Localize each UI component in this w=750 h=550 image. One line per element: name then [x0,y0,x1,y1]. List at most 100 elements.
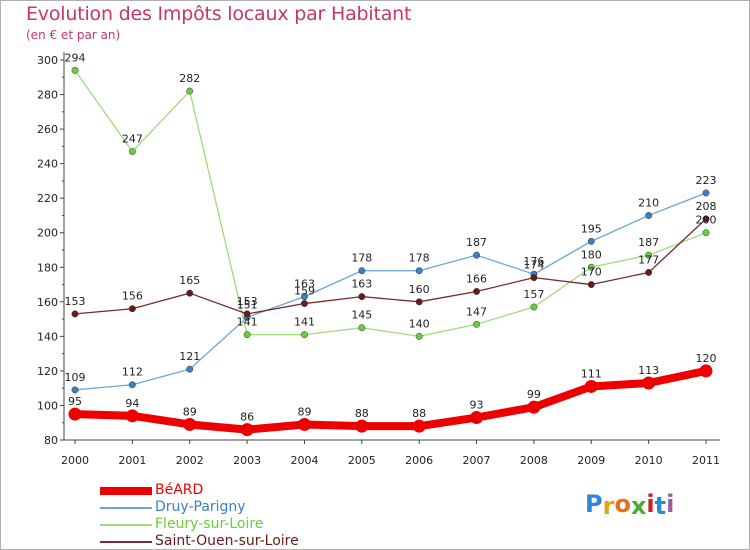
data-label: 160 [409,283,430,296]
y-tick-label: 120 [37,365,58,378]
x-tick-label: 2007 [463,454,491,467]
legend-swatch [100,524,152,526]
y-tick-label: 240 [37,158,58,171]
data-point [527,400,541,414]
data-label: 223 [696,174,717,187]
data-point [128,381,136,389]
logo-letter: t [654,492,667,520]
data-label: 180 [581,248,602,261]
data-point [297,417,311,431]
legend-item: Saint-Ouen-sur-Loire [100,533,360,550]
data-point [702,215,710,223]
data-point [584,379,598,393]
legend-swatch [100,487,152,495]
data-label: 88 [412,407,426,420]
data-label: 165 [179,274,200,287]
data-label: 178 [409,252,430,265]
data-point [358,293,366,301]
data-label: 88 [355,407,369,420]
data-label: 151 [237,298,258,311]
legend-swatch [100,507,152,509]
data-point [358,267,366,275]
legend-label: Druy-Parigny [155,499,246,515]
data-point [128,148,136,155]
data-point [301,293,308,301]
data-label: 145 [351,309,372,322]
y-tick-label: 280 [37,89,58,102]
data-point [412,419,426,433]
data-label: 282 [179,72,200,85]
data-label: 113 [638,364,659,377]
data-label: 187 [466,236,487,249]
y-tick-label: 260 [37,123,58,136]
logo-letter: i [646,490,655,518]
data-label: 121 [179,350,200,363]
series-markers [68,66,713,437]
data-point [415,332,423,340]
series-line-0 [71,366,710,434]
data-point [71,66,79,74]
data-point [645,251,653,259]
data-point [358,324,366,332]
series-line-2 [74,69,707,338]
y-tick-label: 220 [37,192,58,205]
data-label: 153 [237,295,258,308]
legend-item: Fleury-sur-Loire [100,516,360,533]
data-point [355,419,369,433]
data-label: 200 [696,214,717,227]
data-label: 166 [466,272,487,285]
data-point [301,331,308,339]
data-point [71,386,79,394]
chart-axes: 80 100 120 140 160 180 200 220 240 260 280 300 2000 2… [37,52,720,467]
chart-subtitle: (en € et par an) [26,28,121,42]
x-tick-label: 2010 [635,454,663,467]
data-point [702,189,710,197]
y-tick-label: 180 [37,261,58,274]
data-point [183,417,197,431]
data-point [186,289,194,297]
data-point [530,274,538,282]
data-point [415,267,423,275]
data-label: 141 [294,316,315,329]
series-line-1 [74,192,707,391]
data-label: 111 [581,367,602,380]
data-label: 210 [638,196,659,209]
data-label: 163 [294,278,315,291]
data-point [530,303,538,311]
data-label: 109 [65,371,86,384]
data-point [470,411,484,425]
data-label: 93 [470,399,484,412]
data-point [415,298,423,306]
data-point [243,331,251,339]
legend-label: Saint-Ouen-sur-Loire [155,533,299,549]
y-tick-label: 200 [37,227,58,240]
proxiti-logo: Proxiti [585,490,674,520]
x-tick-label: 2003 [233,454,261,467]
data-point [702,229,710,237]
data-label: 120 [696,352,717,365]
legend-swatch [100,541,152,543]
x-tick-label: 2005 [348,454,376,467]
legend-label: Fleury-sur-Loire [155,516,264,532]
x-tick-label: 2002 [176,454,204,467]
data-point [699,364,713,378]
line-chart: 80 100 120 140 160 180 200 220 240 260 280 300 2000 2… [37,51,720,467]
series-lines [71,69,710,434]
data-label: 95 [68,395,82,408]
logo-letter: o [614,490,631,518]
data-label: 294 [65,51,86,64]
data-label: 157 [523,288,544,301]
data-point [645,212,653,219]
logo-letter: x [630,492,647,520]
data-point [587,281,595,288]
data-point [587,237,595,245]
data-point [473,320,480,328]
legend-item: BéARD [100,482,360,499]
data-point [473,251,480,259]
data-point [128,305,136,313]
x-tick-label: 2004 [290,454,318,467]
x-tick-label: 2006 [405,454,433,467]
data-point [473,288,480,295]
